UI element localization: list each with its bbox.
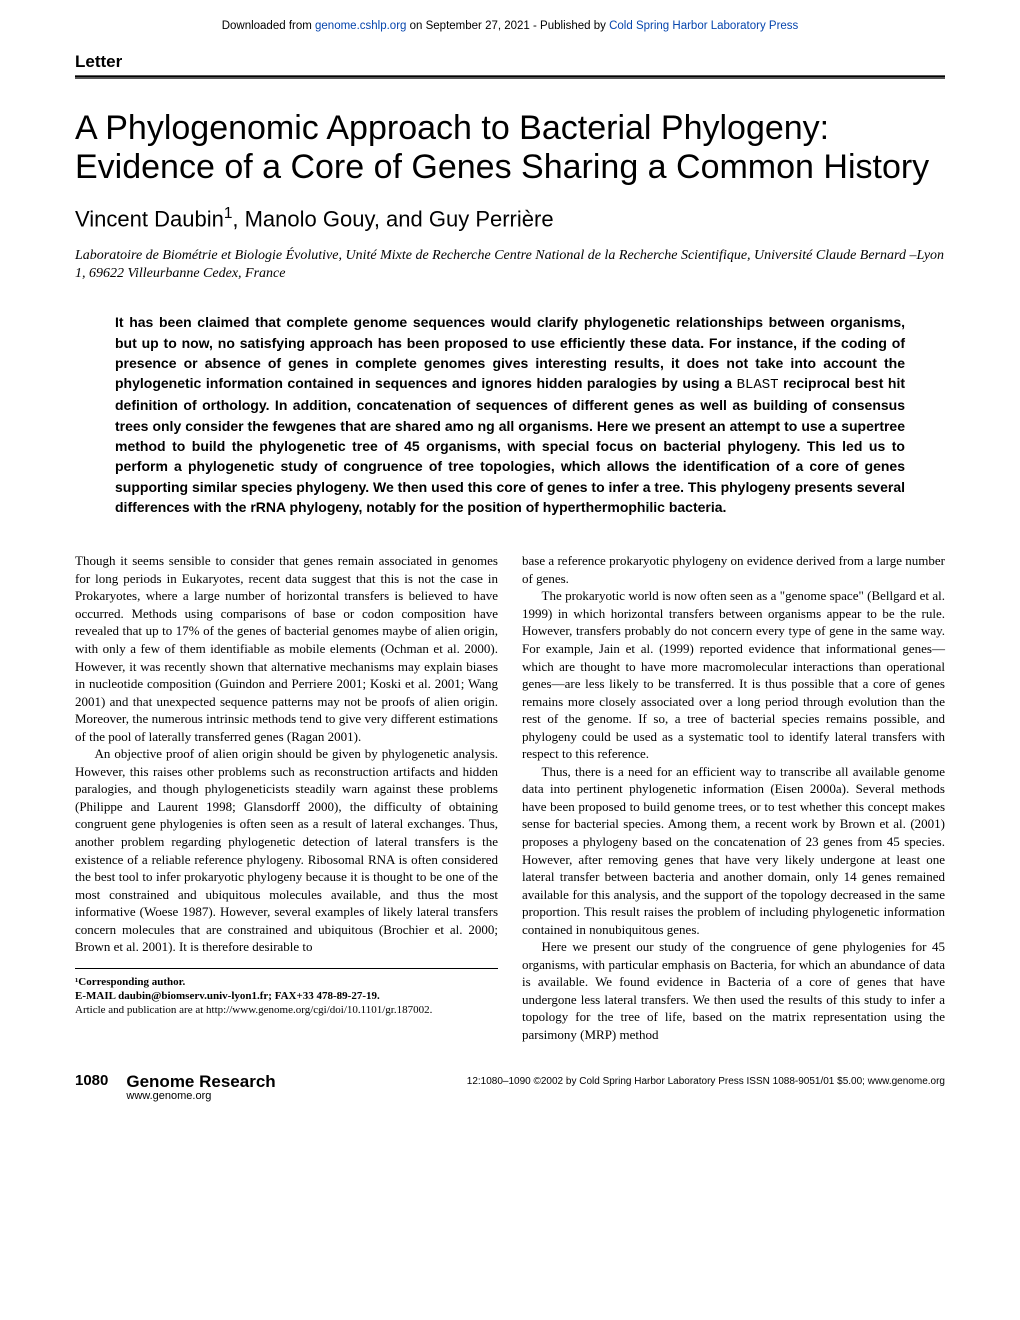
article-title: A Phylogenomic Approach to Bacterial Phy… bbox=[75, 109, 945, 187]
section-label: Letter bbox=[75, 52, 945, 79]
corresponding-label: ¹Corresponding author. bbox=[75, 975, 498, 989]
body-para: Though it seems sensible to consider tha… bbox=[75, 552, 498, 745]
journal-name: Genome Research bbox=[126, 1072, 275, 1091]
body-text: Though it seems sensible to consider tha… bbox=[75, 552, 945, 1043]
download-link-publisher[interactable]: Cold Spring Harbor Laboratory Press bbox=[609, 20, 798, 32]
page-number: 1080 bbox=[75, 1072, 108, 1089]
download-prefix: Downloaded from bbox=[222, 20, 315, 32]
corresponding-article-info: Article and publication are at http://ww… bbox=[75, 1003, 498, 1017]
download-middle: on September 27, 2021 - Published by bbox=[406, 20, 609, 32]
abstract: It has been claimed that complete genome… bbox=[115, 312, 905, 517]
corresponding-author-block: ¹Corresponding author. E-MAIL daubin@bio… bbox=[75, 968, 498, 1018]
authors: Vincent Daubin1, Manolo Gouy, and Guy Pe… bbox=[75, 205, 945, 232]
journal-block: Genome Research www.genome.org bbox=[126, 1072, 275, 1102]
journal-url: www.genome.org bbox=[126, 1090, 275, 1102]
corresponding-email: E-MAIL daubin@biomserv.univ-lyon1.fr; FA… bbox=[75, 989, 498, 1003]
body-para: Here we present our study of the congrue… bbox=[522, 938, 945, 1043]
download-header: Downloaded from genome.cshlp.org on Sept… bbox=[75, 20, 945, 32]
abstract-code: BLAST bbox=[737, 377, 779, 393]
body-para: base a reference prokaryotic phylogeny o… bbox=[522, 552, 945, 587]
affiliation: Laboratoire de Biométrie et Biologie Évo… bbox=[75, 247, 945, 285]
copyright: 12:1080–1090 ©2002 by Cold Spring Harbor… bbox=[467, 1072, 945, 1087]
abstract-post: reciprocal best hit definition of orthol… bbox=[115, 375, 905, 515]
page-footer: 1080 Genome Research www.genome.org 12:1… bbox=[75, 1072, 945, 1102]
section-label-text: Letter bbox=[75, 52, 122, 71]
body-para: The prokaryotic world is now often seen … bbox=[522, 587, 945, 762]
body-para: Thus, there is a need for an efficient w… bbox=[522, 763, 945, 938]
body-para: An objective proof of alien origin shoul… bbox=[75, 745, 498, 956]
download-link-source[interactable]: genome.cshlp.org bbox=[315, 20, 406, 32]
